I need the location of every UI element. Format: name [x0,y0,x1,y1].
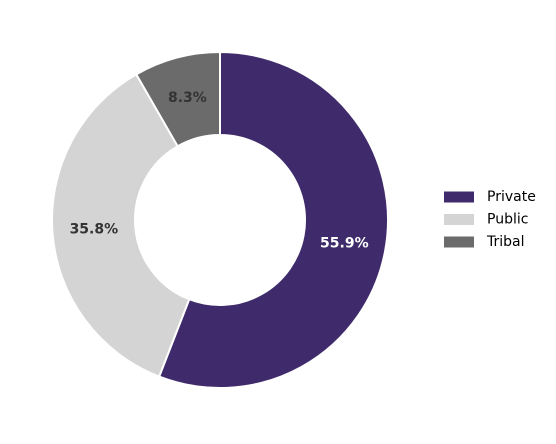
slice-label-private: 55.9% [320,235,369,251]
legend-label-public: Public [487,212,528,228]
legend-label-private: Private [487,189,536,205]
legend-swatch-public [444,214,474,225]
legend: Private Public Tribal [444,189,536,250]
slice-label-tribal: 8.3% [168,90,207,106]
legend-label-tribal: Tribal [486,234,525,250]
slice-private [158,51,389,389]
slice-labels-group: 55.9% 35.8% 8.3% [70,90,369,252]
legend-swatch-private [444,191,474,203]
slices-group [51,51,389,389]
slice-public [51,73,191,378]
slice-tribal [135,51,221,148]
slice-label-public: 35.8% [70,222,119,238]
legend-swatch-tribal [444,236,474,248]
